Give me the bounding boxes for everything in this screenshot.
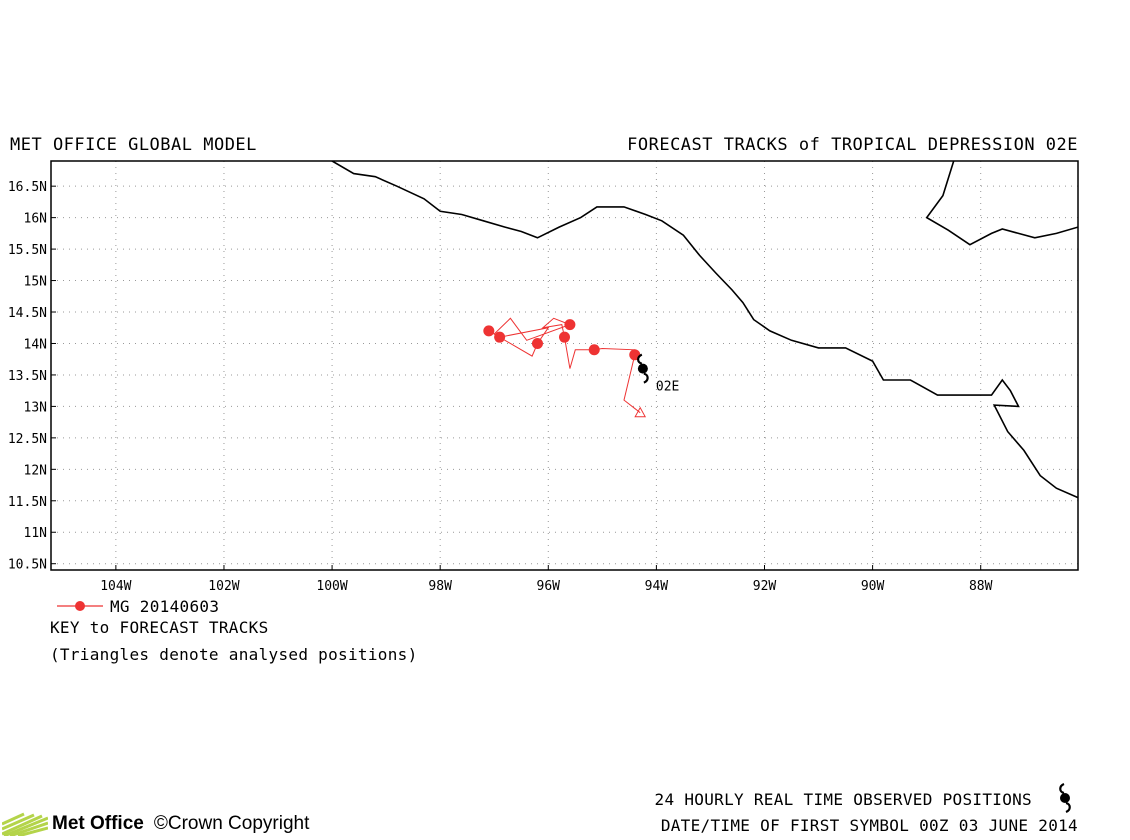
- lat-tick-label: 16.5N: [8, 180, 47, 195]
- chart-title: FORECAST TRACKS of TROPICAL DEPRESSION 0…: [627, 135, 1078, 155]
- lon-tick-label: 98W: [428, 579, 452, 594]
- lon-tick-label: 90W: [861, 579, 885, 594]
- lat-tick-label: 14N: [24, 337, 47, 352]
- key-note: (Triangles denote analysed positions): [50, 645, 418, 664]
- met-office-logo: Met Office ©Crown Copyright: [2, 812, 309, 836]
- forecast-point: [559, 331, 570, 343]
- key-series-symbol: [57, 601, 103, 611]
- footer-first-symbol-time: DATE/TIME OF FIRST SYMBOL 00Z 03 JUNE 20…: [660, 816, 1078, 835]
- graticule: [51, 161, 1078, 570]
- coastline-mainland: [331, 161, 1078, 499]
- lat-tick-label: 15.5N: [8, 243, 47, 258]
- lat-tick-label: 12N: [24, 463, 47, 478]
- forecast-point: [494, 331, 506, 343]
- track-map: 02E 16.5N 16N 15.5N 15N 14.5N 14N 13.5N 13N 12.5…: [8, 160, 1079, 594]
- lat-tick-label: 16N: [24, 212, 47, 227]
- storm-marker: 02E: [637, 353, 679, 395]
- key-series-label: MG 20140603: [110, 597, 220, 616]
- model-title: MET OFFICE GLOBAL MODEL: [10, 135, 257, 155]
- crown-copyright: ©Crown Copyright: [153, 813, 310, 834]
- lon-tick-label: 102W: [208, 579, 239, 594]
- storm-label: 02E: [656, 380, 679, 395]
- lon-tick-label: 104W: [100, 579, 131, 594]
- footer-observed-positions: 24 HOURLY REAL TIME OBSERVED POSITIONS: [654, 790, 1032, 809]
- cyclone-eye: [637, 363, 648, 374]
- met-office-logo-icon: [2, 812, 48, 836]
- cyclone-arm: [637, 353, 643, 365]
- axis-labels: 16.5N 16N 15.5N 15N 14.5N 14N 13.5N 13N 12.5N 12N…: [8, 180, 993, 594]
- tropical-cyclone-icon: [637, 353, 649, 384]
- lat-tick-label: 13.5N: [8, 369, 47, 384]
- lat-tick-label: 13N: [24, 400, 47, 415]
- lon-tick-label: 94W: [645, 579, 669, 594]
- forecast-point: [564, 319, 576, 331]
- lat-tick-label: 11N: [24, 526, 47, 541]
- lat-tick-label: 10.5N: [8, 558, 47, 573]
- coastline-east: [925, 161, 1078, 246]
- lat-tick-label: 15N: [24, 275, 47, 290]
- lon-tick-label: 100W: [316, 579, 347, 594]
- lat-tick-label: 14.5N: [8, 306, 47, 321]
- lat-tick-label: 12.5N: [8, 432, 47, 447]
- lat-tick-label: 11.5N: [8, 495, 47, 510]
- met-office-logo-text: Met Office: [52, 813, 144, 834]
- tropical-cyclone-icon: [1059, 782, 1071, 814]
- forecast-point: [531, 337, 543, 349]
- track-line: [488, 317, 641, 414]
- lon-tick-label: 96W: [537, 579, 561, 594]
- key-title: KEY to FORECAST TRACKS: [50, 618, 269, 637]
- forecast-track-layer: [483, 317, 647, 418]
- map-frame: [50, 160, 1079, 571]
- cyclone-arm: [643, 372, 649, 384]
- forecast-point: [588, 344, 600, 356]
- coastline: [331, 161, 1078, 499]
- analysed-position-triangle: [634, 406, 647, 418]
- lon-tick-label: 88W: [969, 579, 993, 594]
- forecast-point: [483, 325, 495, 337]
- lon-tick-label: 92W: [753, 579, 777, 594]
